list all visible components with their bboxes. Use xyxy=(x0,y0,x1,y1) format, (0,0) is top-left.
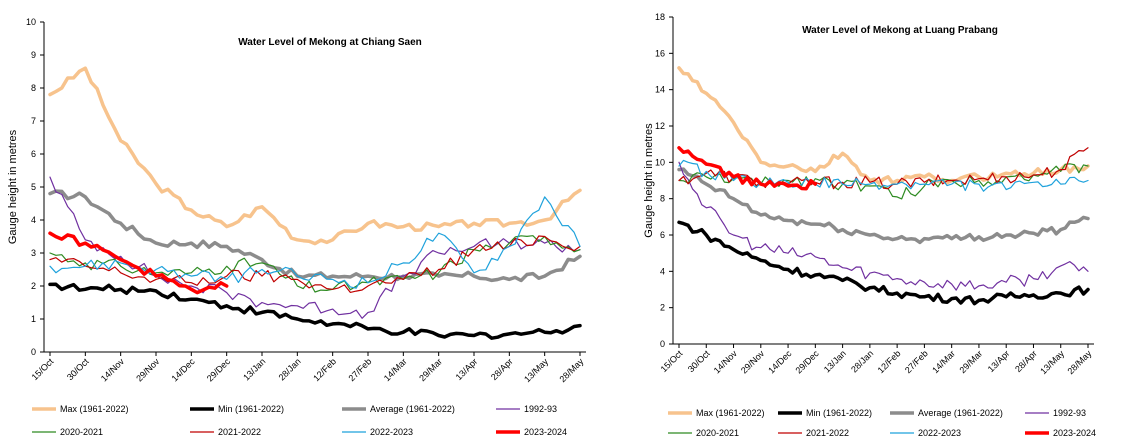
y-tick-label: 2 xyxy=(660,303,665,313)
x-tick-label: 28/Apr xyxy=(489,356,515,382)
y-tick-label: 12 xyxy=(655,121,665,131)
y-tick-label: 0 xyxy=(31,347,36,357)
series-line xyxy=(677,146,818,191)
x-tick-label: 13/Apr xyxy=(986,348,1012,374)
y-tick-label: 9 xyxy=(31,50,36,60)
y-tick-label: 4 xyxy=(31,215,36,225)
series-line xyxy=(678,161,1089,291)
series-line xyxy=(48,189,582,283)
y-tick-label: 8 xyxy=(31,83,36,93)
series-line xyxy=(677,220,1090,306)
y-axis-label: Gauge height in metres xyxy=(7,129,19,244)
y-tick-label: 16 xyxy=(655,48,665,58)
x-tick-label: 14/Dec xyxy=(766,348,794,376)
y-tick-label: 3 xyxy=(31,248,36,258)
legend-label: 2021-2022 xyxy=(218,427,261,437)
y-tick-label: 8 xyxy=(660,194,665,204)
legend-label: Min (1961-2022) xyxy=(218,404,284,414)
x-tick-label: 28/Jan xyxy=(849,348,875,374)
x-tick-label: 29/Nov xyxy=(134,356,162,384)
x-tick-label: 30/Oct xyxy=(686,348,712,374)
series-line xyxy=(677,66,1090,185)
series-line xyxy=(49,176,581,319)
x-tick-label: 27/Feb xyxy=(347,356,374,383)
series-line xyxy=(49,235,581,293)
x-tick-label: 14/Nov xyxy=(712,348,740,376)
y-tick-label: 2 xyxy=(31,281,36,291)
y-tick-label: 10 xyxy=(655,157,665,167)
y-tick-label: 5 xyxy=(31,182,36,192)
legend-label: Max (1961-2022) xyxy=(60,404,129,414)
legend-label: Average (1961-2022) xyxy=(918,408,1003,418)
x-tick-label: 29/Dec xyxy=(205,356,233,384)
y-axis-label: Gauge height in metres xyxy=(643,123,655,238)
legend-label: 2022-2023 xyxy=(918,428,961,438)
chart-title: Water Level of Mekong at Chiang Saen xyxy=(238,37,422,48)
y-tick-label: 10 xyxy=(26,17,36,27)
x-tick-label: 13/Jan xyxy=(822,348,848,374)
x-tick-label: 12/Feb xyxy=(876,348,903,375)
legend-label: 2023-2024 xyxy=(1053,428,1096,438)
x-tick-label: 14/Mar xyxy=(930,348,957,375)
x-tick-label: 14/Mar xyxy=(382,356,409,383)
x-tick-label: 15/Oct xyxy=(30,356,56,382)
chart-panel-1: 0 1 2 3 4 5 6 7 8 9 10 15/Oct 30/Oct 14/Nov 29/Nov 14/D… xyxy=(7,17,586,437)
legend-label: 2020-2021 xyxy=(696,428,739,438)
legend-label: Average (1961-2022) xyxy=(370,404,455,414)
y-tick-label: 18 xyxy=(655,12,665,22)
x-tick-label: 30/Oct xyxy=(65,356,91,382)
x-tick-label: 28/May xyxy=(1065,348,1093,376)
x-tick-label: 28/Jan xyxy=(277,356,303,382)
x-tick-label: 14/Dec xyxy=(170,356,198,384)
legend-label: 1992-93 xyxy=(1053,408,1086,418)
legend-label: 1992-93 xyxy=(524,404,557,414)
x-tick-label: 29/Dec xyxy=(794,348,822,376)
x-tick-label: 13/Jan xyxy=(241,356,267,382)
y-tick-label: 6 xyxy=(31,149,36,159)
x-tick-label: 12/Feb xyxy=(311,356,338,383)
series-line xyxy=(678,147,1089,190)
legend-label: Max (1961-2022) xyxy=(696,408,765,418)
x-tick-label: 28/May xyxy=(557,356,585,384)
y-tick-label: 1 xyxy=(31,314,36,324)
series-line xyxy=(48,66,582,246)
x-tick-label: 13/May xyxy=(522,356,550,384)
x-tick-label: 13/Apr xyxy=(454,356,480,382)
x-tick-label: 15/Oct xyxy=(659,348,685,374)
x-tick-label: 29/Mar xyxy=(417,356,444,383)
legend-label: 2020-2021 xyxy=(60,427,103,437)
x-tick-label: 14/Nov xyxy=(99,356,127,384)
x-tick-label: 28/Apr xyxy=(1013,348,1039,374)
y-tick-label: 6 xyxy=(660,230,665,240)
legend-label: 2023-2024 xyxy=(524,427,567,437)
y-tick-label: 0 xyxy=(660,339,665,349)
series-line xyxy=(48,282,582,340)
y-tick-label: 14 xyxy=(655,85,665,95)
x-tick-label: 29/Mar xyxy=(957,348,984,375)
chart-title: Water Level of Mekong at Luang Prabang xyxy=(802,25,998,36)
legend-label: 2021-2022 xyxy=(806,428,849,438)
x-tick-label: 13/May xyxy=(1038,348,1066,376)
series-line xyxy=(48,231,229,295)
legend-label: Min (1961-2022) xyxy=(806,408,872,418)
series-line xyxy=(677,167,1090,245)
y-tick-label: 4 xyxy=(660,266,665,276)
x-tick-label: 27/Feb xyxy=(903,348,930,375)
legend-label: 2022-2023 xyxy=(370,427,413,437)
x-tick-label: 29/Nov xyxy=(739,348,767,376)
y-tick-label: 7 xyxy=(31,116,36,126)
